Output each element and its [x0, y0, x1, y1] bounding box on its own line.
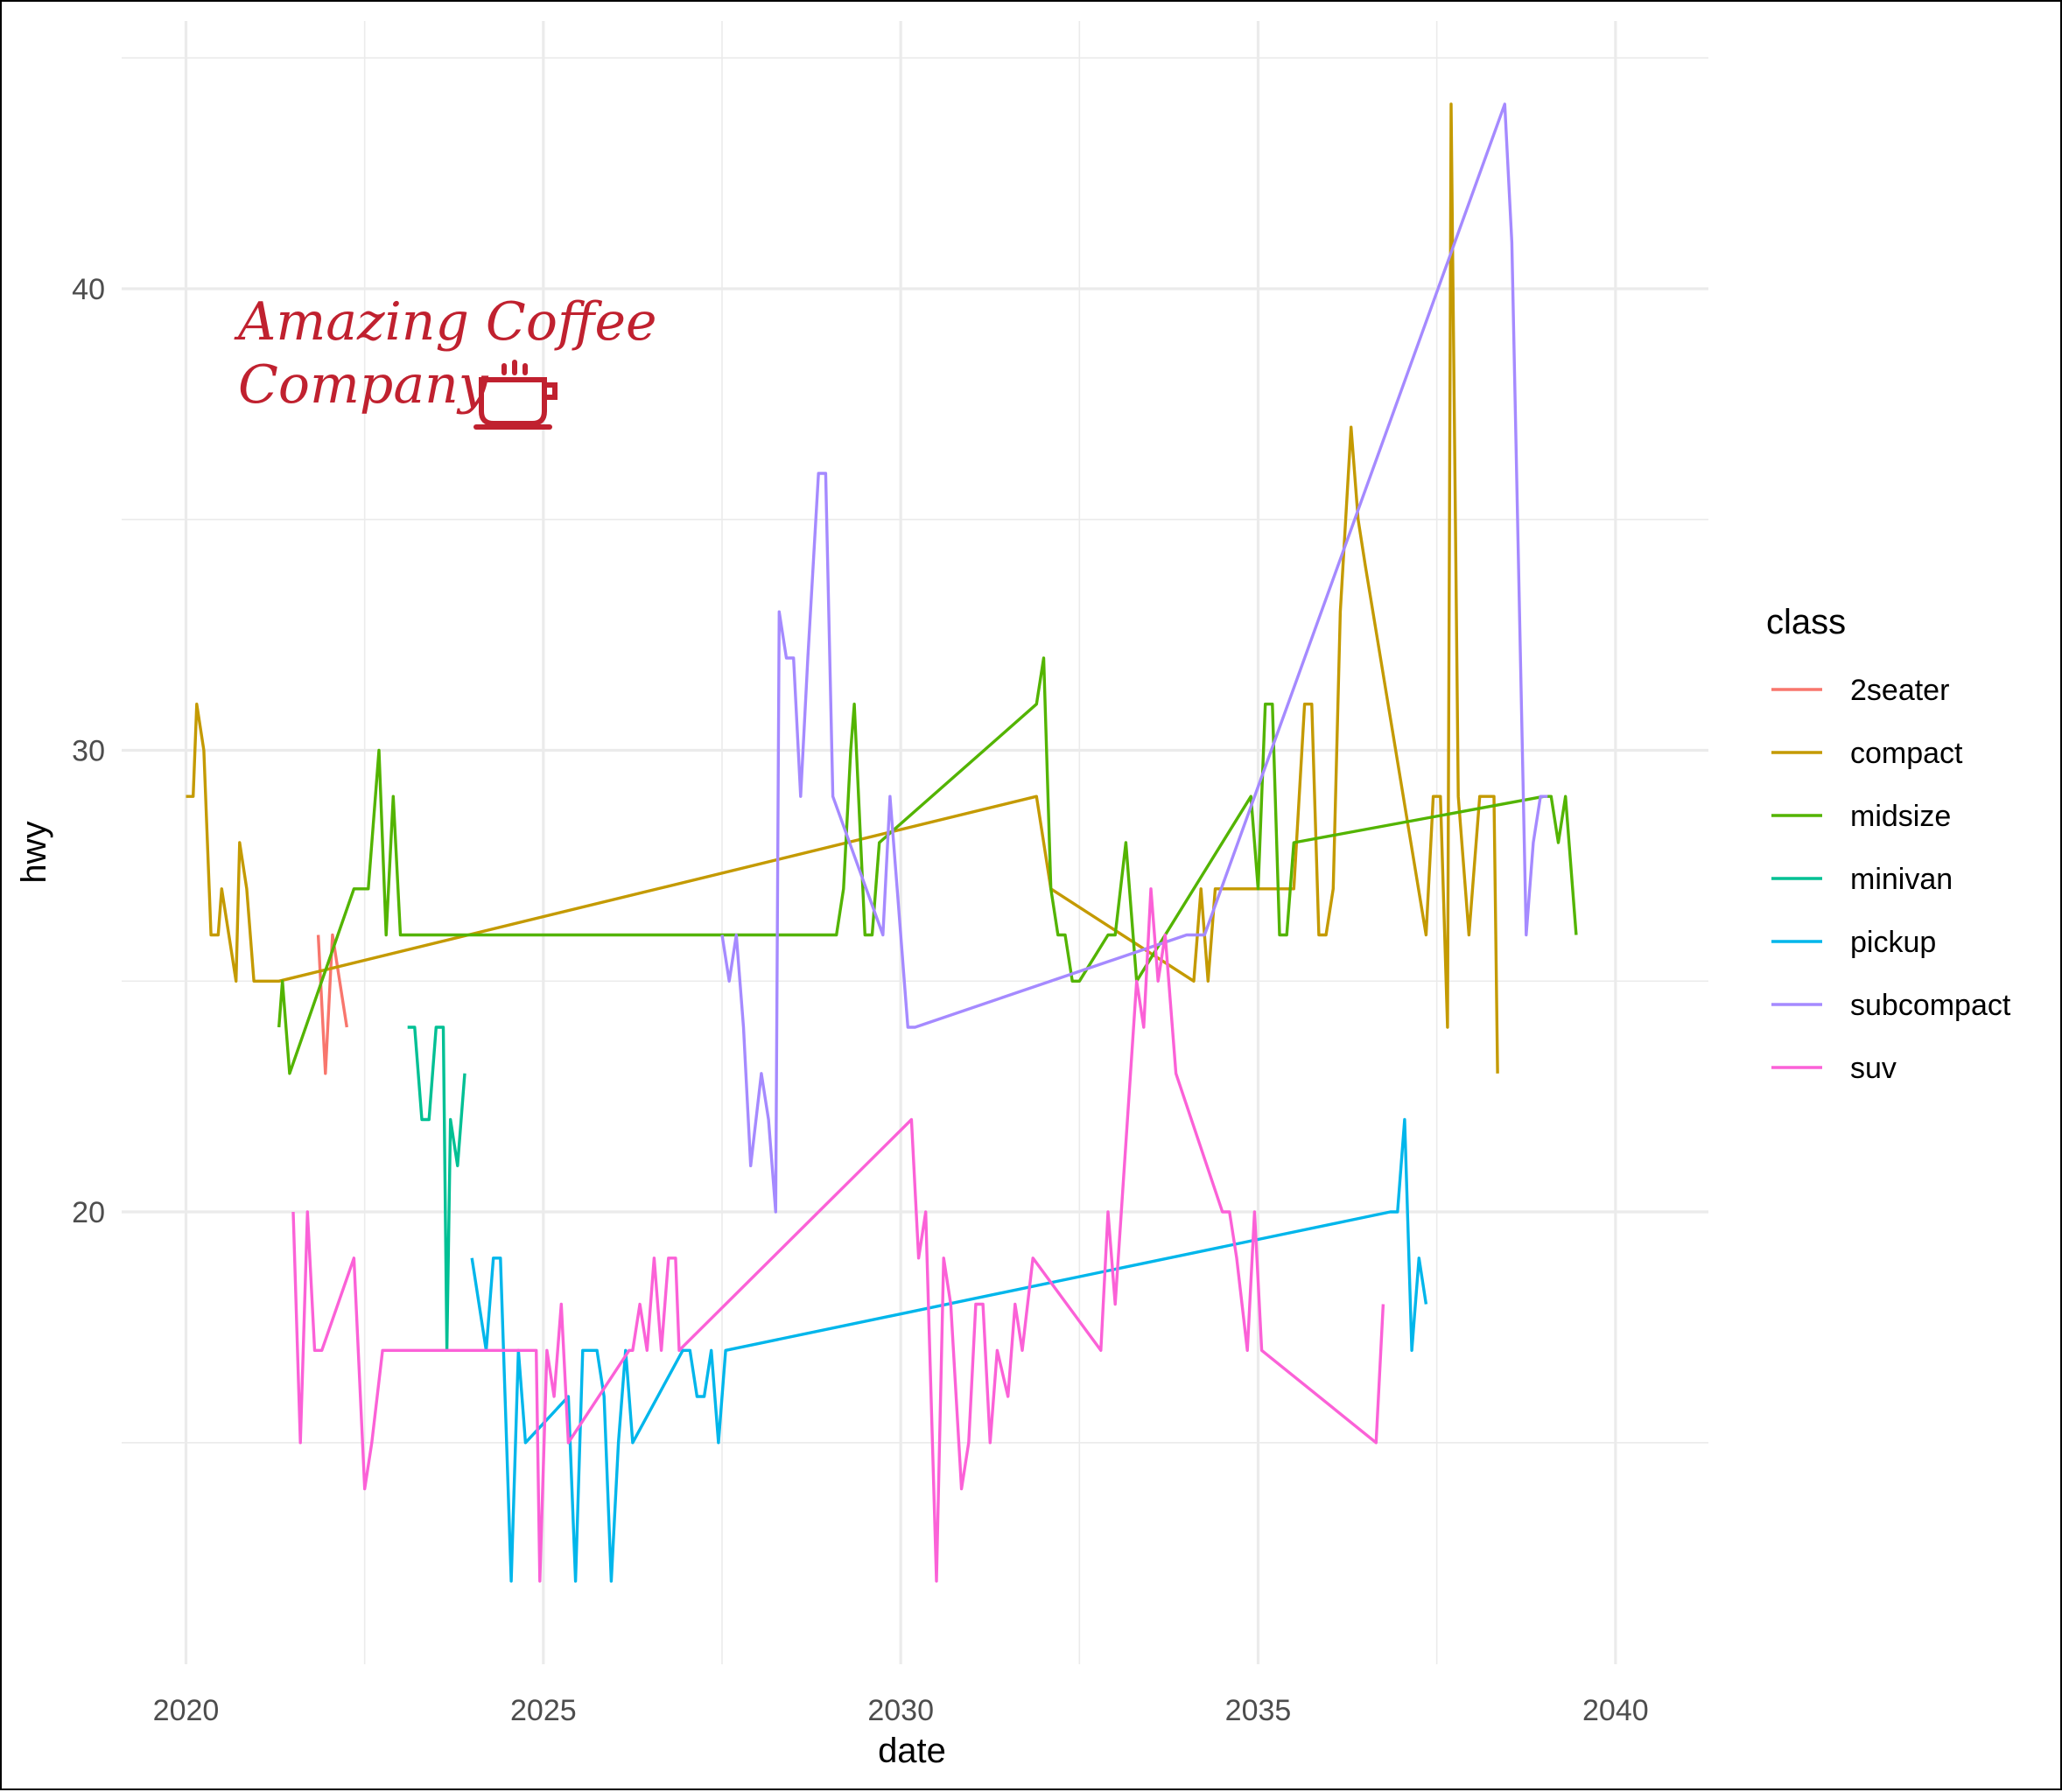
y-tick-label: 20: [72, 1196, 105, 1229]
series-line-compact: [186, 102, 1499, 1074]
y-axis-title: hwy: [15, 821, 53, 883]
series-layer: [186, 102, 1578, 1583]
legend-label-subcompact: subcompact: [1850, 989, 2011, 1022]
company-logo: Amazing Coffee Company: [234, 291, 656, 430]
legend-items: 2seater compact midsize minivan pickup subcom…: [1771, 674, 2011, 1085]
legend-label-2seater: 2seater: [1850, 674, 1949, 707]
legend-label-minivan: minivan: [1850, 863, 1953, 896]
grid: [122, 21, 1708, 1664]
series-line-suv: [291, 887, 1385, 1583]
series-line-pickup: [470, 1117, 1428, 1583]
series-line-subcompact: [720, 102, 1548, 1214]
series-line-midsize: [277, 656, 1578, 1075]
legend-label-midsize: midsize: [1850, 800, 1951, 833]
x-tick-label: 2030: [867, 1694, 934, 1727]
y-tick-label: 30: [72, 734, 105, 767]
y-tick-label: 40: [72, 273, 105, 306]
y-axis-ticks: 20 30 40: [72, 273, 105, 1229]
x-tick-label: 2035: [1225, 1694, 1292, 1727]
x-tick-label: 2025: [510, 1694, 577, 1727]
legend-label-suv: suv: [1850, 1052, 1897, 1085]
series-line-minivan: [407, 1026, 466, 1353]
logo-text-line1: Amazing Coffee: [234, 291, 656, 353]
x-axis-ticks: 2020 2025 2030 2035 2040: [153, 1694, 1649, 1727]
logo-text-line2: Company: [238, 354, 489, 416]
legend: class 2seater compact midsize minivan pickup…: [1766, 603, 2011, 1085]
legend-label-pickup: pickup: [1850, 926, 1936, 959]
x-axis-title: date: [878, 1732, 946, 1770]
series-line-2seater: [316, 933, 348, 1075]
x-tick-label: 2020: [153, 1694, 220, 1727]
legend-label-compact: compact: [1850, 737, 1963, 770]
x-tick-label: 2040: [1582, 1694, 1649, 1727]
coffee-cup-icon: [473, 360, 558, 430]
legend-title: class: [1766, 603, 1846, 641]
